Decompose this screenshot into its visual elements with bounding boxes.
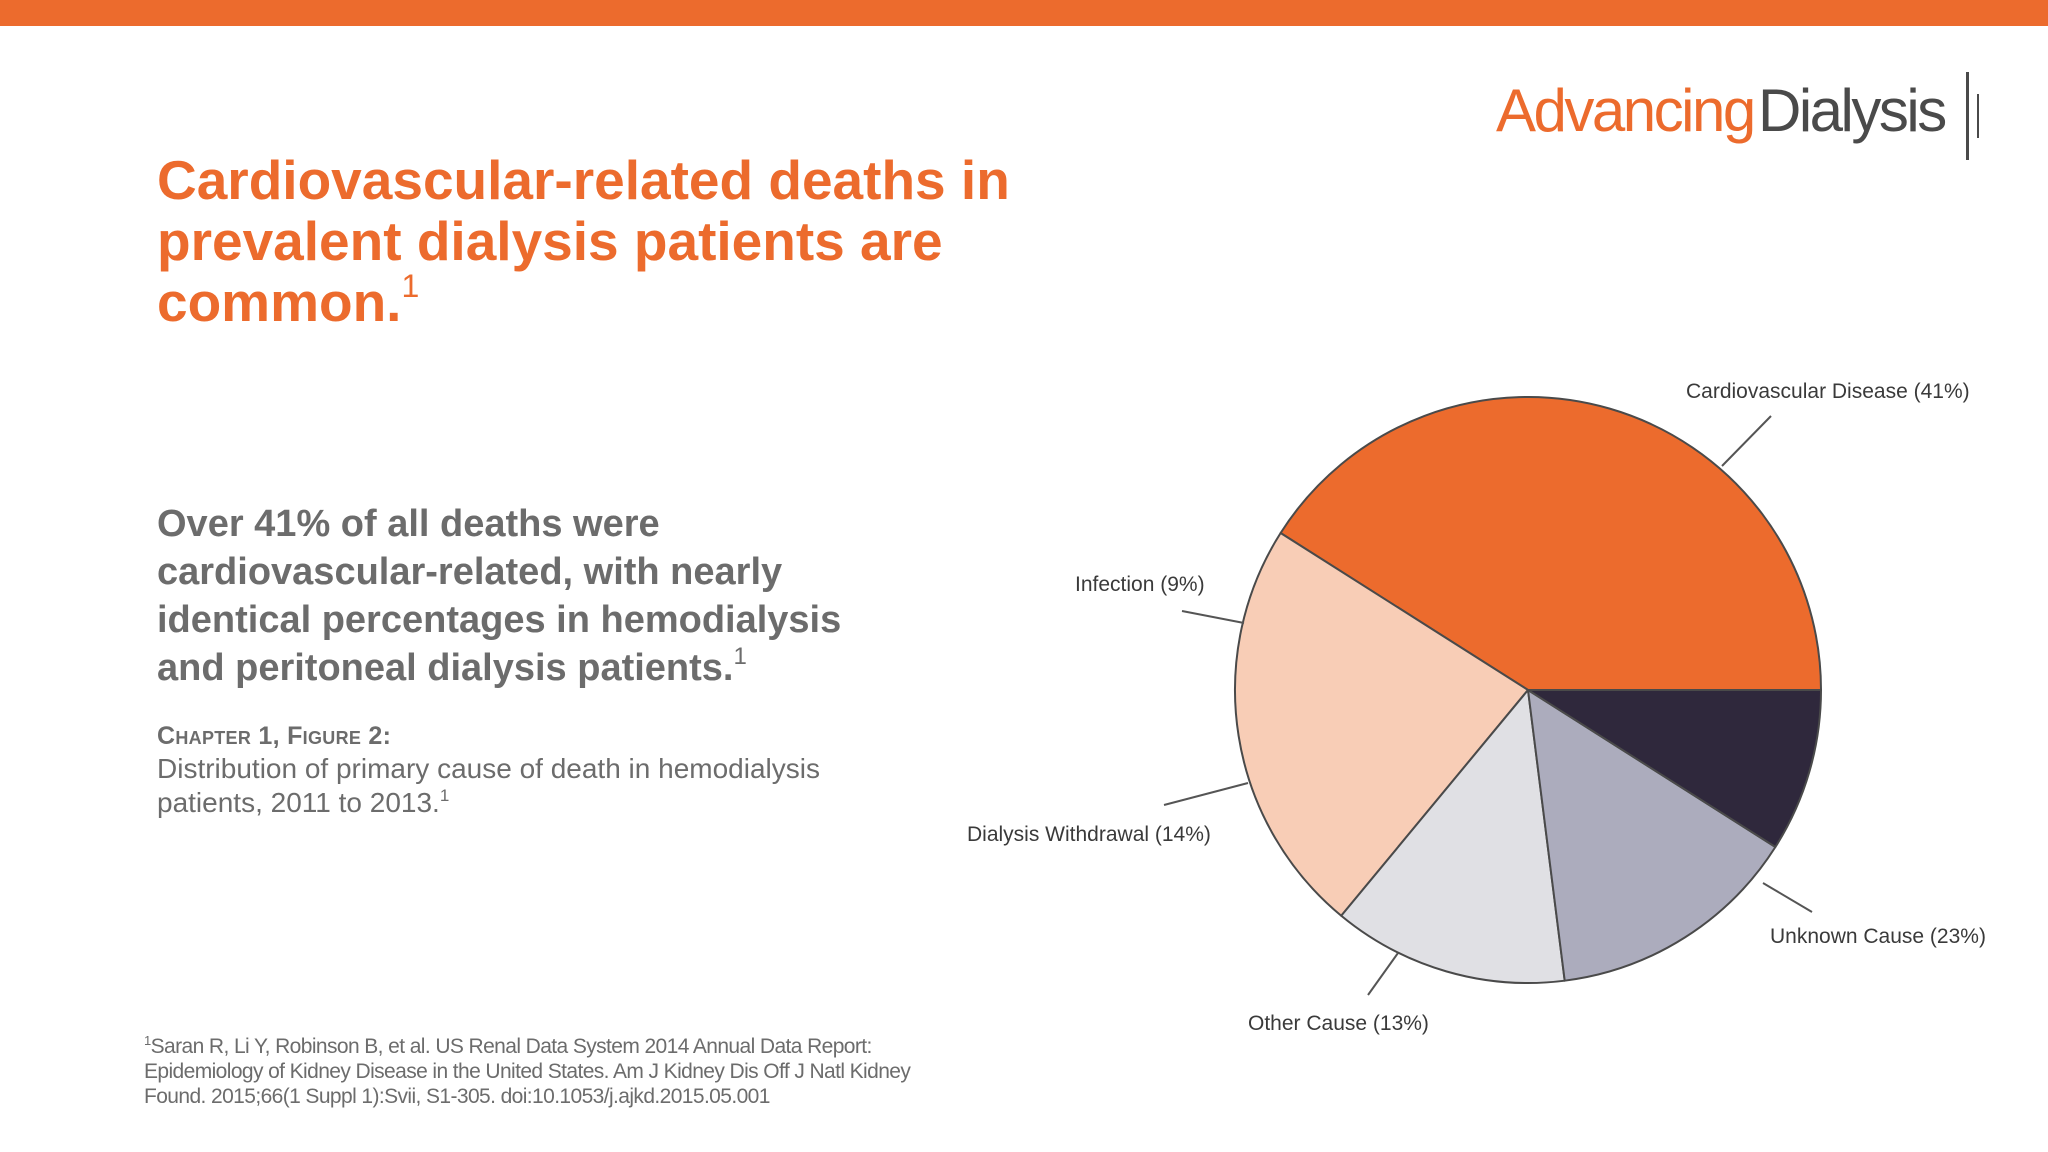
reference-text: Saran R, Li Y, Robinson B, et al. US Ren…	[144, 1035, 911, 1108]
pie-slice	[1527, 689, 1777, 982]
pie-slice	[1527, 689, 1822, 848]
pie-leader-line	[1163, 782, 1249, 806]
pie-slice-label: Dialysis Withdrawal (14%)	[967, 823, 1211, 846]
pie-slice	[1279, 396, 1822, 691]
caption-footnote-marker: 1	[439, 786, 450, 805]
pie-slice-label: Infection (9%)	[1075, 573, 1205, 596]
advancing-dialysis-logo: Advancing Dialysis	[1496, 72, 1996, 162]
pie-slice-label: Unknown Cause (23%)	[1770, 925, 1986, 948]
pie-slice-label: Other Cause (13%)	[1248, 1012, 1429, 1035]
title-footnote-marker: 1	[401, 268, 420, 304]
logo-bars-icon	[1966, 72, 1996, 160]
pie-leader-line	[1721, 415, 1772, 467]
top-accent-bar	[0, 0, 2048, 26]
pie-leader-line	[1181, 610, 1245, 624]
slide-title-text: Cardiovascular-related deaths in prevale…	[157, 149, 1010, 333]
logo-word-advancing: Advancing	[1496, 77, 1756, 144]
reference-footnote: 1Saran R, Li Y, Robinson B, et al. US Re…	[144, 1034, 964, 1109]
reference-marker: 1	[144, 1033, 151, 1048]
logo-word-dialysis: Dialysis	[1758, 77, 1947, 144]
figure-caption-text: Distribution of primary cause of death i…	[157, 753, 820, 818]
pie-slice	[1234, 532, 1529, 917]
body-footnote-marker: 1	[733, 643, 747, 670]
key-statement: Over 41% of all deaths were cardiovascul…	[157, 500, 917, 692]
slide-title: Cardiovascular-related deaths in prevale…	[157, 150, 1077, 333]
pie-slice-label: Cardiovascular Disease (41%)	[1686, 380, 1970, 403]
pie-leader-line	[1367, 952, 1399, 996]
figure-caption: Distribution of primary cause of death i…	[157, 752, 917, 820]
pie-slice	[1340, 689, 1566, 984]
figure-caption-heading: Chapter 1, Figure 2:	[157, 722, 392, 750]
pie-leader-line	[1762, 882, 1813, 913]
key-statement-text: Over 41% of all deaths were cardiovascul…	[157, 503, 842, 689]
